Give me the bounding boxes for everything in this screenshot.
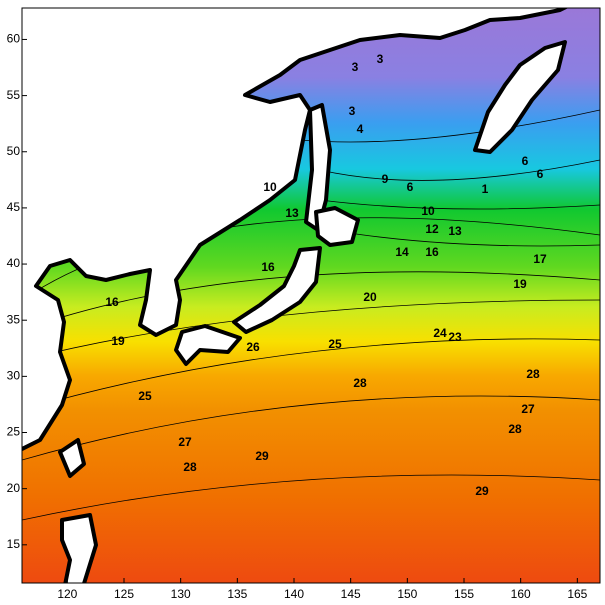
kyushu-shikoku [174, 324, 242, 366]
x-tick-label: 145 [341, 587, 361, 601]
honshu [232, 246, 322, 334]
isotherms [299, 109, 600, 247]
contour-label: 10 [263, 180, 277, 194]
x-tick-label: 160 [511, 587, 531, 601]
x-tick-label: 135 [227, 587, 247, 601]
contour-label: 13 [448, 224, 462, 238]
contour-label: 20 [363, 290, 377, 304]
x-tick-label: 155 [454, 587, 474, 601]
y-tick-label: 60 [7, 32, 21, 46]
y-tick-label: 40 [7, 256, 21, 270]
y-tick-label: 30 [7, 369, 21, 383]
contour-label: 3 [377, 52, 384, 66]
contour-label: 9 [382, 172, 389, 186]
y-tick-label: 15 [7, 537, 21, 551]
contour-label: 29 [255, 449, 269, 463]
contour-label: 3 [352, 60, 359, 74]
luzon [60, 513, 98, 583]
y-tick-label: 55 [7, 88, 21, 102]
kamchatka [473, 40, 567, 154]
contour-label: 25 [138, 389, 152, 403]
x-tick-label: 130 [171, 587, 191, 601]
contour-label: 17 [533, 252, 547, 266]
isotherms [22, 217, 600, 521]
plot-area [22, 8, 600, 583]
contour-label: 12 [425, 222, 439, 236]
contour-label: 28 [183, 460, 197, 474]
contour-label: 29 [475, 484, 489, 498]
contour-label: 28 [526, 367, 540, 381]
y-tick-label: 50 [7, 144, 21, 158]
contour-label: 16 [425, 245, 439, 259]
contour-label: 13 [285, 206, 299, 220]
contour-label: 10 [421, 204, 435, 218]
contour-label: 23 [448, 330, 462, 344]
contour-label: 24 [433, 326, 447, 340]
contour-label: 28 [353, 376, 367, 390]
contour-label: 4 [357, 122, 364, 136]
y-tick-label: 45 [7, 200, 21, 214]
contour-label: 14 [395, 245, 409, 259]
x-tick-label: 140 [284, 587, 304, 601]
contour-label: 28 [508, 422, 522, 436]
x-tick-label: 165 [567, 587, 587, 601]
taiwan [58, 438, 86, 478]
y-tick-label: 20 [7, 481, 21, 495]
contour-label: 16 [261, 260, 275, 274]
contour-label: 3 [349, 104, 356, 118]
x-tick-label: 150 [397, 587, 417, 601]
contour-label: 25 [328, 337, 342, 351]
x-tick-label: 120 [57, 587, 77, 601]
contour-label: 6 [537, 167, 544, 181]
plot-frame [21, 7, 601, 584]
contour-label: 27 [521, 402, 535, 416]
y-tick-label: 35 [7, 312, 21, 326]
contour-label: 1 [482, 182, 489, 196]
contour-label: 6 [407, 180, 414, 194]
contour-label: 6 [522, 154, 529, 168]
contour-label: 19 [513, 277, 527, 291]
x-tick-label: 125 [114, 587, 134, 601]
contour-label: 27 [178, 435, 192, 449]
contour-label: 16 [105, 295, 119, 309]
contour-label: 26 [246, 340, 260, 354]
mainland [22, 8, 569, 452]
contour-label: 19 [111, 334, 125, 348]
hokkaido [314, 206, 360, 247]
y-tick-label: 25 [7, 425, 21, 439]
